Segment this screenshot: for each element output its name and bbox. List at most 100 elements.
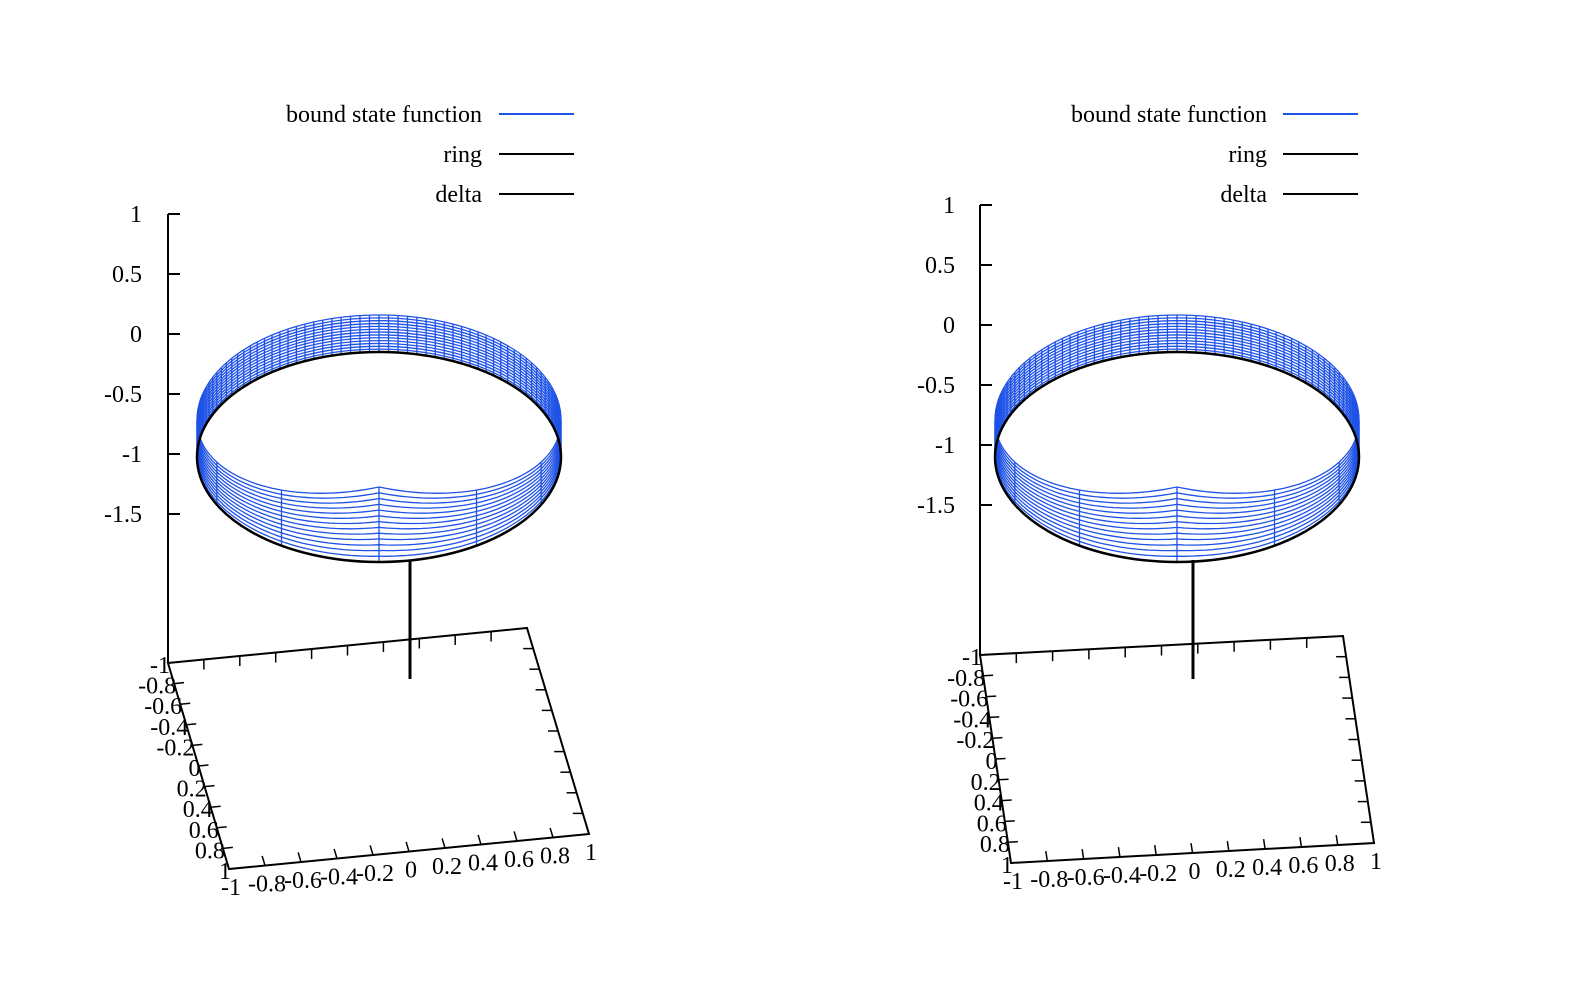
y-tick-label: -1 <box>962 645 982 671</box>
x-tick <box>1335 834 1339 846</box>
x-tick <box>549 827 554 838</box>
x-tick-label: 0.6 <box>504 847 534 873</box>
x-tick-label: 0 <box>405 858 417 884</box>
x-tick <box>1008 852 1012 864</box>
x-tick <box>1153 844 1157 856</box>
y-tick <box>210 805 221 808</box>
y-tick-label: -0.2 <box>956 728 994 754</box>
x-tick <box>405 841 410 852</box>
chart-panel-1: bound state function ring delta 1 0.5 0 -0.5 -1… <box>104 102 597 901</box>
y-tick-label: -0.6 <box>950 687 988 713</box>
y-tick-label: -0.8 <box>947 666 985 692</box>
x-tick-label: 0.2 <box>432 854 462 880</box>
y-tick <box>186 723 197 726</box>
x-tick <box>477 834 482 845</box>
x-tick <box>1190 842 1194 854</box>
y-tick-label: 0.8 <box>195 838 225 864</box>
legend-label: ring <box>1228 142 1267 168</box>
y-tick <box>222 846 233 850</box>
y-tick <box>192 743 203 747</box>
x-tick <box>441 838 446 849</box>
x-tick <box>297 852 302 863</box>
y-tick <box>167 661 179 664</box>
legend-label: delta <box>1220 182 1267 208</box>
y-tick-label: 0.4 <box>974 791 1004 817</box>
z-tick-label: 1 <box>130 202 142 228</box>
legend-label: delta <box>435 182 482 208</box>
y-tick <box>204 784 215 788</box>
x-tick-label: 0.8 <box>1325 851 1355 877</box>
x-tick-label: -1 <box>221 875 241 901</box>
y-tick-label: 0 <box>986 749 998 775</box>
x-tick-label: -1 <box>1003 869 1023 895</box>
x-tick-label: 0.8 <box>540 844 570 870</box>
x-tick <box>261 855 266 866</box>
x-tick-label: -0.6 <box>284 868 322 894</box>
z-tick-label: 0.5 <box>925 253 955 279</box>
z-tick-label: -1.5 <box>917 493 955 519</box>
x-tick <box>1226 840 1230 852</box>
x-tick-label: 0.2 <box>1216 857 1246 883</box>
z-tick-label: -0.5 <box>104 382 142 408</box>
y-tick <box>986 695 997 698</box>
x-tick-label: 0.4 <box>1252 855 1282 881</box>
y-tick <box>1007 840 1018 843</box>
x-tick-label: -0.8 <box>1030 867 1068 893</box>
chart-panel-2: bound state function ring delta 1 0.5 0 -0.5 -1… <box>917 102 1382 895</box>
y-tick <box>989 716 1000 719</box>
ring-curve <box>993 350 1361 564</box>
y-tick <box>979 653 991 656</box>
z-tick-label: -1 <box>122 442 142 468</box>
y-tick <box>998 778 1009 781</box>
y-tick <box>174 681 185 685</box>
x-tick <box>1081 848 1085 860</box>
y-tick <box>1004 820 1015 823</box>
y-tick-label: 0.6 <box>977 811 1007 837</box>
x-tick-label: 0.6 <box>1288 853 1318 879</box>
base-plane <box>978 634 1376 865</box>
z-tick-label: -0.5 <box>917 373 955 399</box>
y-tick <box>992 736 1003 739</box>
x-tick <box>1371 832 1375 844</box>
x-tick-label: -0.4 <box>320 865 358 891</box>
y-tick-label: 0.8 <box>980 832 1010 858</box>
x-tick <box>513 831 518 842</box>
x-tick <box>333 848 338 859</box>
base-plane <box>166 626 591 871</box>
y-tick <box>228 867 240 870</box>
x-tick <box>1045 850 1049 862</box>
legend-label: ring <box>443 142 482 168</box>
y-tick-label: 0.6 <box>189 818 219 844</box>
x-tick <box>585 824 590 835</box>
y-tick <box>1010 861 1022 864</box>
x-tick-label: -0.8 <box>248 872 286 898</box>
y-tick-label: 1 <box>219 859 231 885</box>
x-tick <box>369 845 374 856</box>
y-tick <box>180 702 191 705</box>
y-tick-label: 0.2 <box>971 770 1001 796</box>
bound-state-front-contour <box>196 419 562 494</box>
x-tick <box>1262 838 1266 850</box>
z-tick-label: 0 <box>130 322 142 348</box>
y-tick <box>983 674 994 677</box>
x-tick-label: 1 <box>585 840 597 866</box>
x-tick-label: -0.6 <box>1067 865 1105 891</box>
x-tick-label: 1 <box>1370 849 1382 875</box>
x-tick-label: -0.2 <box>1139 861 1177 887</box>
y-tick-label: -0.6 <box>144 694 182 720</box>
bound-state-front-contour <box>994 419 1360 494</box>
y-tick <box>216 826 227 829</box>
x-tick-label: -0.4 <box>1103 863 1141 889</box>
x-tick-label: 0 <box>1189 859 1201 885</box>
legend-label: bound state function <box>1071 102 1267 128</box>
y-tick-label: 0.2 <box>177 777 207 803</box>
z-tick-label: 0.5 <box>112 262 142 288</box>
y-tick <box>198 764 209 767</box>
z-tick-label: 0 <box>943 313 955 339</box>
y-tick-label: 0 <box>189 756 201 782</box>
z-tick-label: 1 <box>943 193 955 219</box>
y-tick-label: -0.4 <box>150 715 188 741</box>
y-tick-label: -0.8 <box>138 674 176 700</box>
ring-curve <box>195 350 563 564</box>
